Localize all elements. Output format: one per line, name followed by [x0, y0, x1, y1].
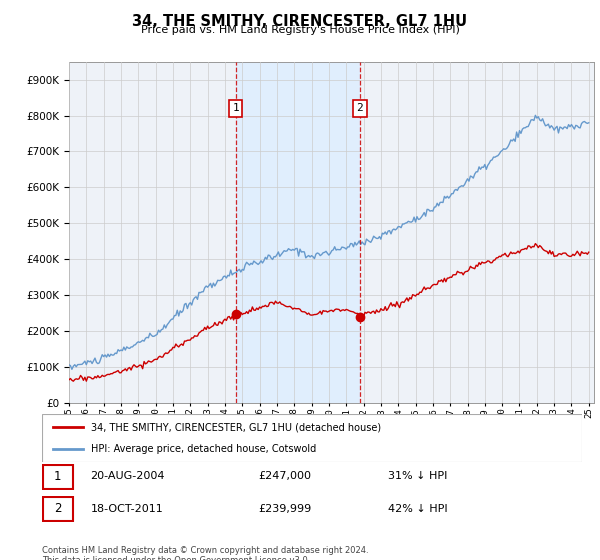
Text: 1: 1: [54, 470, 61, 483]
Text: 42% ↓ HPI: 42% ↓ HPI: [388, 504, 447, 514]
Text: Contains HM Land Registry data © Crown copyright and database right 2024.
This d: Contains HM Land Registry data © Crown c…: [42, 546, 368, 560]
Text: 1: 1: [232, 104, 239, 113]
Text: 31% ↓ HPI: 31% ↓ HPI: [388, 472, 447, 481]
Text: 34, THE SMITHY, CIRENCESTER, GL7 1HU (detached house): 34, THE SMITHY, CIRENCESTER, GL7 1HU (de…: [91, 422, 381, 432]
Text: 34, THE SMITHY, CIRENCESTER, GL7 1HU: 34, THE SMITHY, CIRENCESTER, GL7 1HU: [133, 14, 467, 29]
Text: 18-OCT-2011: 18-OCT-2011: [91, 504, 163, 514]
Text: £247,000: £247,000: [258, 472, 311, 481]
Text: HPI: Average price, detached house, Cotswold: HPI: Average price, detached house, Cots…: [91, 444, 316, 454]
Bar: [43, 497, 73, 521]
Text: 2: 2: [54, 502, 61, 515]
Bar: [43, 465, 73, 489]
Bar: [236, 62, 360, 403]
Text: £239,999: £239,999: [258, 504, 311, 514]
Text: 2: 2: [356, 104, 363, 113]
Text: Price paid vs. HM Land Registry's House Price Index (HPI): Price paid vs. HM Land Registry's House …: [140, 25, 460, 35]
Text: 20-AUG-2004: 20-AUG-2004: [91, 472, 165, 481]
